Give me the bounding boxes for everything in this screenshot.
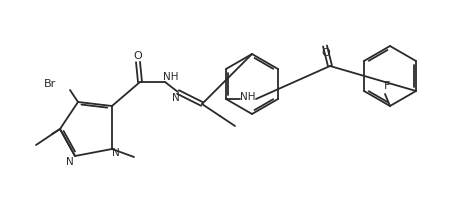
Text: N: N: [172, 93, 180, 103]
Text: NH: NH: [240, 92, 256, 102]
Text: O: O: [134, 51, 143, 61]
Text: F: F: [384, 81, 390, 91]
Text: Br: Br: [44, 79, 56, 89]
Text: N: N: [112, 148, 120, 158]
Text: O: O: [321, 48, 330, 58]
Text: N: N: [66, 157, 74, 167]
Text: NH: NH: [163, 72, 179, 82]
